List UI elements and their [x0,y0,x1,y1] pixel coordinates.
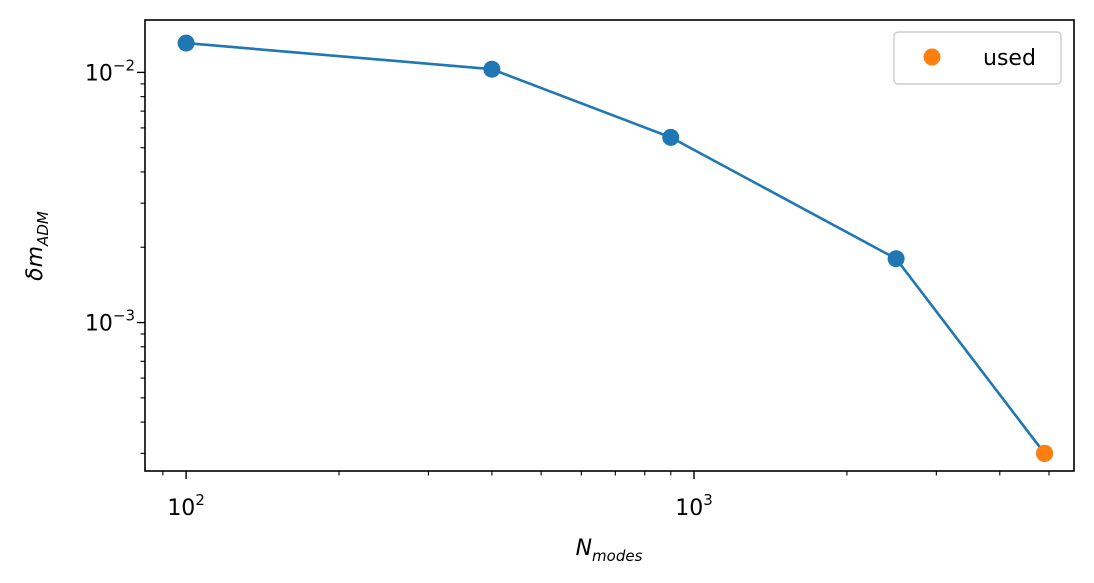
legend-label-used: used [983,46,1036,71]
y-axis-label: δmADM [23,211,52,281]
y-axis-label-base: δm [23,246,48,281]
series-1-point [177,34,195,52]
x-axis-label: Nmodes [576,536,643,565]
legend: used [893,31,1062,85]
x-tick-label-exp: 2 [195,491,205,509]
y-axis-label-sub: ADM [34,211,52,247]
y-tick-label-exp: −2 [113,56,135,74]
x-tick-label-exp: 3 [703,491,713,509]
plot-frame [144,19,1075,472]
x-tick-label: 103 [675,491,713,521]
series-1-point [483,60,501,78]
legend-box [893,31,1062,85]
series-layer [177,34,1054,462]
y-tick-label-exp: −3 [113,307,135,325]
y-tick-label-base: 10 [85,61,113,86]
series-1-point [662,128,680,146]
y-tick-label-base: 10 [85,312,113,337]
y-tick-label: 10−3 [85,307,135,337]
series-1-line [185,41,1046,455]
used-point [1036,444,1054,462]
x-tick-label: 102 [167,491,205,521]
y-tick-label: 10−2 [85,56,135,86]
x-axis-label-base: N [576,536,592,561]
x-tick-label-base: 10 [167,496,195,521]
x-tick-label-base: 10 [675,496,703,521]
x-axis-label-sub: modes [592,547,643,565]
series-1-point [887,250,905,268]
legend-marker-used [923,48,941,66]
